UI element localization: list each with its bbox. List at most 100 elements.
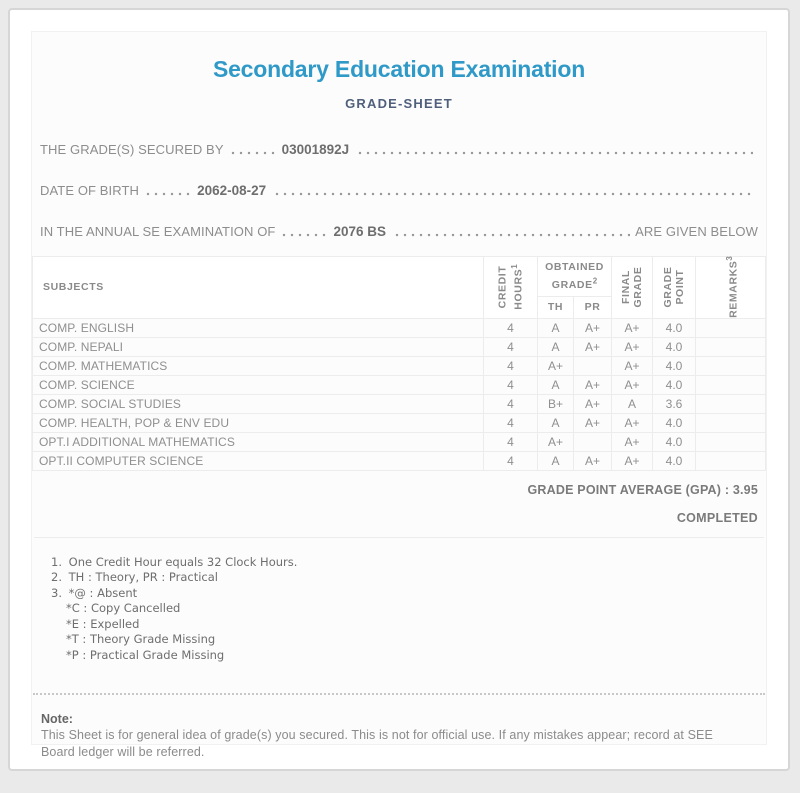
grades-table-body: COMP. ENGLISH 4 A A+ A+ 4.0 COMP. NEPALI 4 A A+ A+… [32, 317, 766, 471]
subject-cell: COMP. SCIENCE [32, 374, 484, 395]
completion-status: COMPLETED [676, 510, 758, 525]
dotted-leader [356, 147, 753, 158]
result-summary: GRADE POINT AVERAGE (GPA) : 3.95 COMPLET… [34, 471, 764, 538]
remarks-cell [695, 317, 766, 338]
credit-hours-cell: 4 [482, 412, 538, 433]
note-section: Note: This Sheet is for general idea of … [32, 695, 766, 760]
exam-title: Secondary Education Examination [212, 56, 586, 82]
candidate-info: THE GRADE(S) SECURED BY 03001892J DATE O… [40, 129, 758, 252]
theory-grade-cell: A [536, 336, 574, 357]
table-row: COMP. SCIENCE 4 A A+ A+ 4.0 [32, 374, 766, 395]
subject-cell: COMP. MATHEMATICS [32, 355, 484, 376]
footnote-text: TH : Theory, PR : Practical [65, 570, 218, 584]
table-row: COMP. MATHEMATICS 4 A+ A+ 4.0 [32, 355, 766, 376]
dotted-divider [33, 693, 765, 695]
footnote-number: 1. [51, 554, 62, 569]
dotted-leader [144, 188, 191, 199]
subject-cell: COMP. ENGLISH [32, 317, 484, 338]
theory-grade-cell: A+ [536, 431, 574, 452]
col-practical-header: PR [572, 295, 613, 319]
grade-point-cell: 4.0 [652, 355, 696, 376]
grade-point-cell: 3.6 [652, 393, 696, 414]
practical-grade-cell [572, 431, 613, 452]
col-credit-hours-header: CREDIT HOURS1 [482, 256, 538, 319]
gpa-average-text: GRADE POINT AVERAGE (GPA) : 3.95 [527, 482, 758, 497]
final-grade-cell: A [611, 393, 653, 414]
dotted-leader [393, 229, 631, 240]
info-label: IN THE ANNUAL SE EXAMINATION OF [40, 224, 276, 239]
theory-grade-cell: A [536, 412, 574, 433]
subject-cell: COMP. NEPALI [32, 336, 484, 357]
info-line-date-of-birth: DATE OF BIRTH 2062-08-27 [40, 170, 758, 211]
obtained-grade-label: OBTAINED GRADE2 [545, 261, 604, 291]
theory-grade-cell: A [536, 317, 574, 338]
remarks-rotated-label: REMARKS3 [723, 256, 739, 319]
subject-cell: COMP. SOCIAL STUDIES [32, 393, 484, 414]
credit-hours-cell: 4 [482, 336, 538, 357]
table-row: COMP. NEPALI 4 A A+ A+ 4.0 [32, 336, 766, 357]
final-grade-cell: A+ [611, 317, 653, 338]
credit-hours-cell: 4 [482, 374, 538, 395]
theory-grade-cell: A [536, 450, 574, 471]
grade-point-cell: 4.0 [652, 317, 696, 338]
table-row: OPT.I ADDITIONAL MATHEMATICS 4 A+ A+ 4.0 [32, 431, 766, 452]
credit-hours-cell: 4 [482, 355, 538, 376]
practical-grade-cell [572, 355, 613, 376]
footnote-subitem: *E : Expelled [66, 616, 140, 631]
grade-point-rotated-label: GRADE POINT [662, 266, 686, 308]
remarks-cell [695, 355, 766, 376]
practical-grade-cell: A+ [572, 336, 613, 357]
grade-sheet-panel: Secondary Education Examination GRADE-SH… [31, 31, 767, 759]
final-grade-cell: A+ [611, 431, 653, 452]
final-grade-cell: A+ [611, 355, 653, 376]
grade-point-cell: 4.0 [652, 374, 696, 395]
credit-hours-cell: 4 [482, 450, 538, 471]
footnote-item: 1. One Credit Hour equals 32 Clock Hours… [51, 555, 756, 571]
subject-cell: COMP. HEALTH, POP & ENV EDU [32, 412, 484, 433]
footnote-text: One Credit Hour equals 32 Clock Hours. [65, 554, 298, 569]
practical-grade-cell: A+ [572, 450, 613, 471]
note-heading: Note: [41, 712, 73, 726]
table-row: OPT.II COMPUTER SCIENCE 4 A A+ A+ 4.0 [32, 450, 766, 471]
theory-grade-cell: A+ [536, 355, 574, 376]
table-row: COMP. HEALTH, POP & ENV EDU 4 A A+ A+ 4.0 [32, 412, 766, 433]
footnote-item: 2. TH : Theory, PR : Practical [51, 570, 756, 586]
dotted-leader [280, 229, 327, 240]
footnote-subitem: *C : Copy Cancelled [66, 601, 181, 615]
info-label: THE GRADE(S) SECURED BY [40, 142, 224, 157]
grade-point-cell: 4.0 [652, 412, 696, 433]
remarks-cell [695, 336, 766, 357]
footnote-number: 2. [51, 570, 62, 584]
remarks-cell [695, 412, 766, 433]
exam-year-value: 2076 BS [333, 224, 387, 239]
practical-grade-cell: A+ [572, 412, 613, 433]
theory-grade-cell: B+ [536, 393, 574, 414]
table-row: COMP. SOCIAL STUDIES 4 B+ A+ A 3.6 [32, 393, 766, 414]
col-theory-header: TH [536, 295, 574, 319]
col-subjects-header: SUBJECTS [32, 256, 484, 319]
practical-grade-cell: A+ [572, 374, 613, 395]
credit-hours-cell: 4 [482, 431, 538, 452]
grade-point-cell: 4.0 [652, 431, 696, 452]
remarks-cell [695, 374, 766, 395]
grade-point-cell: 4.0 [652, 450, 696, 471]
footnote-item: 3. *@ : Absent [51, 586, 756, 602]
practical-grade-cell: A+ [572, 317, 613, 338]
grade-point-cell: 4.0 [652, 336, 696, 357]
grade-sheet-card: Secondary Education Examination GRADE-SH… [8, 8, 790, 771]
date-of-birth-value: 2062-08-27 [197, 183, 267, 198]
footnote-subitem: *P : Practical Grade Missing [66, 647, 225, 662]
footnote-number: 3. [51, 585, 62, 600]
subject-cell: OPT.I ADDITIONAL MATHEMATICS [32, 431, 484, 452]
dotted-leader [228, 147, 275, 158]
footnote-subitem: *T : Theory Grade Missing [66, 632, 216, 646]
final-grade-rotated-label: FINAL GRADE [620, 266, 644, 308]
info-suffix: ARE GIVEN BELOW [635, 224, 758, 239]
table-row: COMP. ENGLISH 4 A A+ A+ 4.0 [32, 317, 766, 338]
dotted-leader [273, 188, 753, 199]
remarks-cell [695, 431, 766, 452]
practical-grade-cell: A+ [572, 393, 613, 414]
col-obtained-grade-header: OBTAINED GRADE2 [536, 256, 613, 297]
col-remarks-header: REMARKS3 [695, 256, 766, 319]
info-line-grades-secured-by: THE GRADE(S) SECURED BY 03001892J [40, 129, 758, 170]
